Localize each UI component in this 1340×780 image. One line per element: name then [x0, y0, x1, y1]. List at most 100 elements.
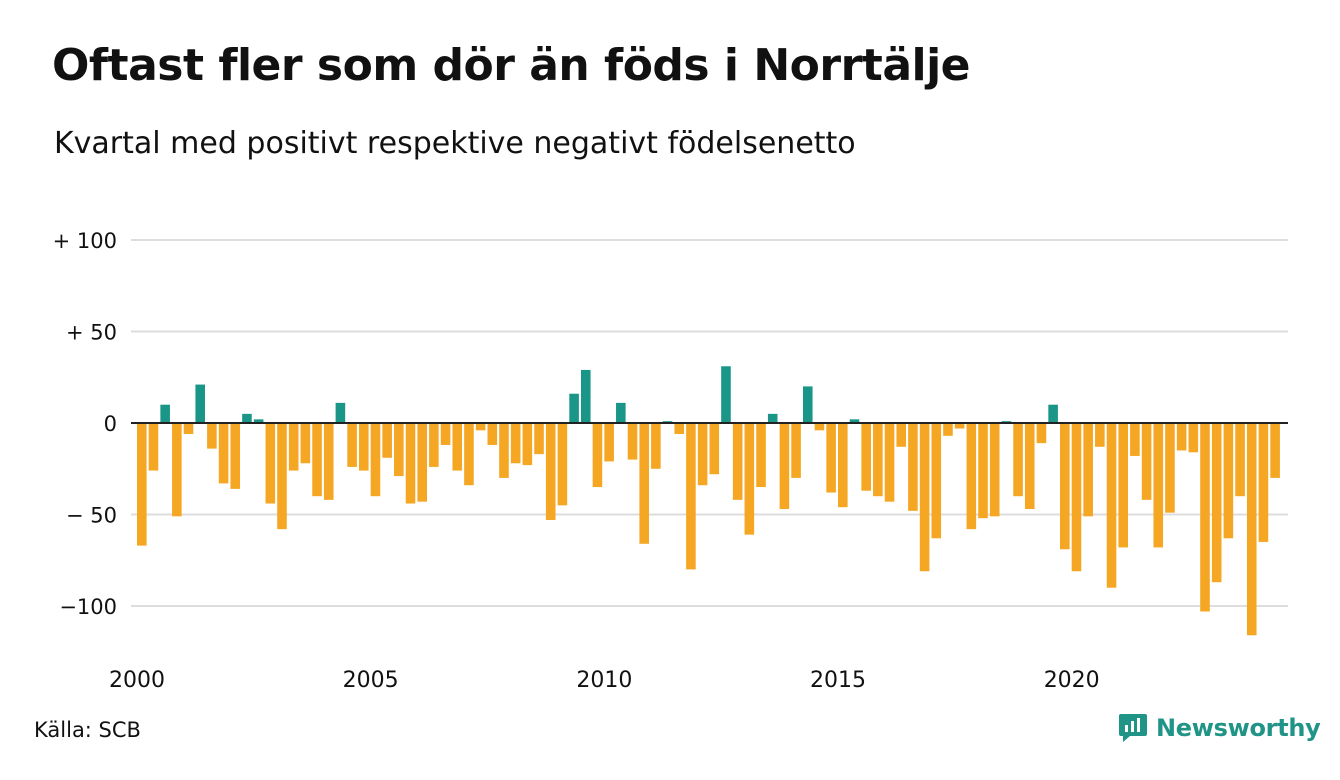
bar-56 — [779, 423, 790, 510]
bar-89 — [1165, 423, 1175, 513]
bar-88 — [1153, 423, 1164, 548]
bar-38 — [569, 393, 579, 423]
bar-72 — [966, 423, 977, 530]
bar-30 — [475, 423, 486, 431]
brand-name: Newsworthy — [1156, 714, 1321, 742]
bar-71 — [954, 423, 965, 429]
bar-21 — [370, 423, 381, 497]
bar-42 — [616, 402, 626, 423]
bar-36 — [545, 423, 556, 520]
bar-18 — [335, 402, 346, 423]
bar-93 — [1211, 423, 1222, 583]
bar-45 — [651, 423, 661, 469]
bar-50 — [709, 423, 720, 475]
bar-60 — [826, 423, 836, 493]
bar-6 — [195, 384, 205, 423]
bar-34 — [522, 423, 533, 466]
bars — [137, 366, 1280, 636]
bar-69 — [931, 423, 942, 539]
bar-70 — [943, 423, 953, 436]
bar-12 — [265, 423, 276, 504]
bar-73 — [978, 423, 988, 519]
bar-95 — [1235, 423, 1245, 497]
y-tick-label: − 50 — [66, 504, 117, 528]
bar-15 — [300, 423, 311, 464]
bar-19 — [347, 423, 357, 467]
bar-58 — [802, 386, 813, 423]
bar-97 — [1258, 423, 1269, 542]
bar-44 — [639, 423, 649, 544]
bar-17 — [323, 423, 334, 500]
bar-40 — [592, 423, 603, 488]
bar-10 — [242, 413, 252, 423]
bar-68 — [919, 423, 930, 572]
bar-59 — [814, 423, 825, 431]
y-tick-label: + 100 — [53, 229, 117, 253]
chart-subtitle: Kvartal med positivt respektive negativt… — [54, 126, 856, 161]
bar-11 — [253, 419, 264, 423]
bar-33 — [510, 423, 521, 464]
bar-41 — [604, 423, 614, 462]
bar-48 — [686, 423, 696, 570]
bar-94 — [1223, 423, 1234, 539]
bar-98 — [1270, 423, 1280, 478]
bar-77 — [1024, 423, 1035, 510]
bar-23 — [394, 423, 404, 477]
y-tick-label: + 50 — [66, 321, 117, 345]
bar-61 — [838, 423, 848, 508]
x-tick-label: 2020 — [1044, 668, 1100, 693]
bar-76 — [1013, 423, 1023, 497]
bar-35 — [534, 423, 544, 455]
bar-29 — [464, 423, 474, 486]
bar-37 — [557, 423, 568, 506]
bar-79 — [1048, 404, 1058, 423]
bar-53 — [744, 423, 755, 535]
bar-32 — [499, 423, 509, 478]
newsworthy-logo-icon — [1119, 714, 1147, 742]
bar-67 — [908, 423, 918, 511]
y-axis-tick-labels: + 100 + 50 0 − 50 −100 — [53, 229, 117, 619]
bar-83 — [1095, 423, 1105, 447]
bar-31 — [487, 423, 498, 445]
bar-14 — [288, 423, 299, 471]
x-tick-label: 2005 — [343, 668, 399, 693]
gridlines — [131, 239, 1288, 607]
bar-55 — [767, 413, 778, 423]
bar-8 — [218, 423, 229, 484]
x-tick-label: 2000 — [109, 668, 165, 693]
bar-64 — [873, 423, 883, 497]
x-tick-label: 2015 — [810, 668, 866, 693]
source-note: Källa: SCB — [34, 718, 141, 742]
bar-66 — [896, 423, 907, 447]
bar-87 — [1141, 423, 1152, 500]
bar-51 — [721, 366, 731, 423]
bar-65 — [884, 423, 895, 502]
x-tick-label: 2010 — [576, 668, 632, 693]
bar-80 — [1060, 423, 1070, 550]
bar-54 — [756, 423, 766, 488]
bar-22 — [382, 423, 392, 458]
bar-27 — [440, 423, 451, 445]
bar-2 — [148, 423, 159, 471]
bar-49 — [697, 423, 708, 486]
bar-90 — [1176, 423, 1187, 451]
y-tick-label: 0 — [104, 412, 117, 436]
bar-85 — [1118, 423, 1129, 548]
bar-43 — [627, 423, 638, 460]
bar-24 — [405, 423, 416, 504]
bar-39 — [580, 369, 591, 423]
bar-78 — [1036, 423, 1047, 444]
bar-63 — [861, 423, 871, 491]
newsworthy-logo: Newsworthy — [1118, 712, 1321, 744]
bar-20 — [358, 423, 369, 471]
bar-82 — [1083, 423, 1093, 517]
bar-86 — [1130, 423, 1140, 456]
bar-9 — [230, 423, 241, 489]
bar-92 — [1200, 423, 1210, 612]
bar-62 — [849, 419, 860, 423]
bar-28 — [452, 423, 463, 471]
bar-26 — [429, 423, 439, 467]
bar-81 — [1071, 423, 1082, 572]
bar-84 — [1106, 423, 1117, 588]
